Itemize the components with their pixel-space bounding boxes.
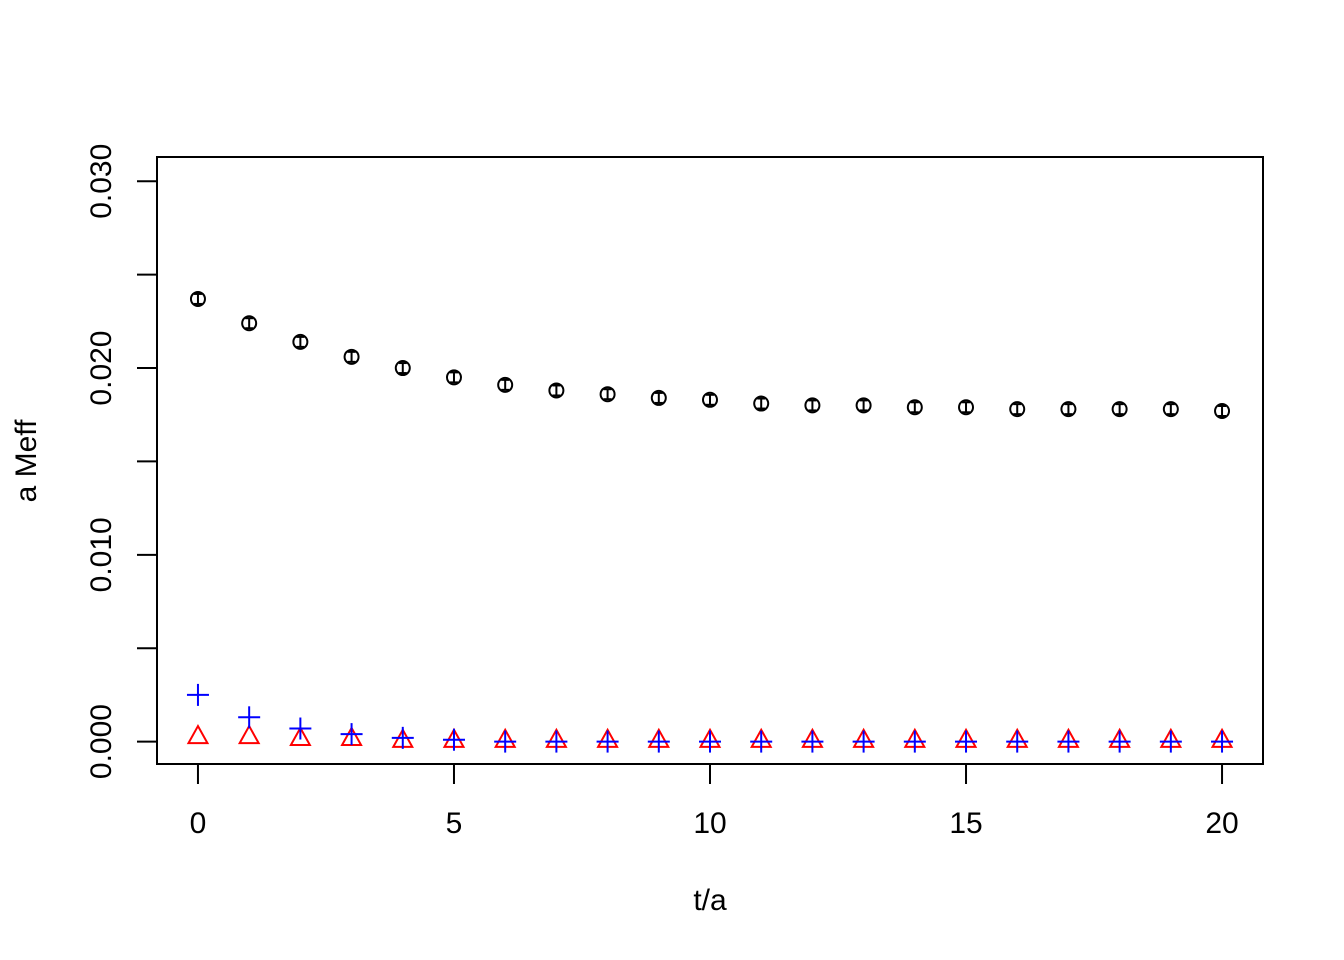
x-tick-label: 5 (446, 807, 463, 840)
y-axis-title: a Meff (10, 419, 43, 502)
data-point (702, 391, 718, 408)
data-point (855, 397, 872, 414)
data-point (189, 290, 206, 307)
data-point (599, 386, 616, 403)
series-1 (189, 290, 1231, 420)
y-tick-label: 0.000 (85, 704, 118, 779)
data-point (1162, 401, 1179, 418)
data-point (289, 725, 312, 747)
data-point (804, 397, 821, 414)
data-point (497, 376, 514, 393)
data-marks (186, 290, 1234, 753)
x-tick-label: 20 (1205, 807, 1238, 840)
data-point (1009, 401, 1026, 418)
y-tick-label: 0.030 (85, 144, 118, 219)
data-point (1111, 401, 1128, 418)
plot-frame (156, 156, 1264, 765)
data-point (650, 389, 667, 406)
data-point (548, 382, 565, 399)
series-3 (186, 683, 1234, 753)
y-tick-label: 0.010 (85, 517, 118, 592)
y-axis: 0.000 0.010 0.020 0.030 (85, 144, 158, 779)
x-axis-title: t/a (693, 884, 727, 917)
data-point (1214, 403, 1231, 420)
x-tick-label: 10 (693, 807, 726, 840)
data-point (394, 360, 411, 377)
data-point (186, 724, 210, 745)
x-axis: 0 5 10 15 20 (190, 763, 1239, 840)
x-tick-label: 15 (949, 807, 982, 840)
data-point (958, 399, 975, 416)
data-point (237, 724, 261, 745)
data-point (241, 315, 258, 332)
data-point (292, 333, 309, 350)
data-point (906, 399, 923, 416)
data-point (1060, 401, 1077, 418)
data-point (753, 395, 770, 412)
y-tick-label: 0.020 (85, 331, 118, 406)
x-tick-label: 0 (190, 807, 207, 840)
data-point (343, 348, 360, 365)
data-point (445, 369, 462, 386)
